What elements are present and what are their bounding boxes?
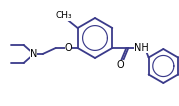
Text: NH: NH bbox=[134, 43, 149, 53]
Text: CH₃: CH₃ bbox=[55, 11, 72, 20]
Text: O: O bbox=[65, 43, 72, 53]
Text: O: O bbox=[117, 60, 124, 70]
Text: N: N bbox=[30, 49, 37, 59]
